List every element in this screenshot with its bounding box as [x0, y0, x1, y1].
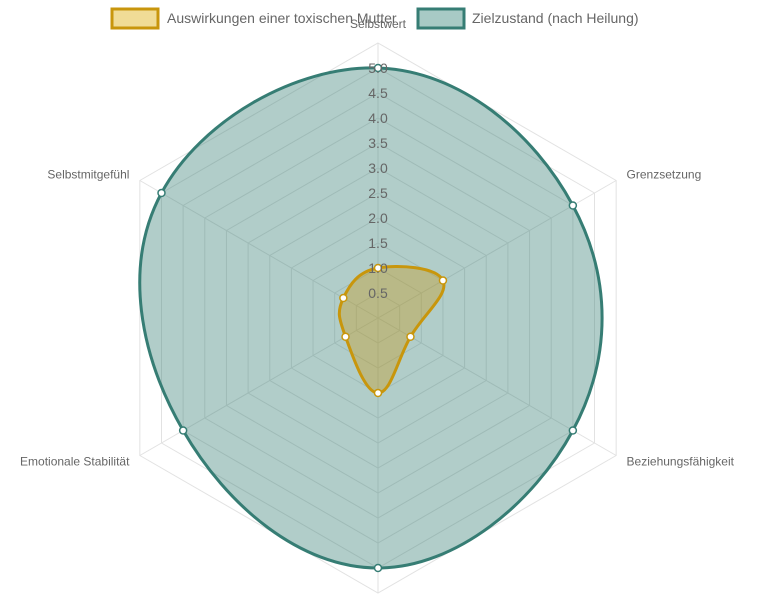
legend-swatch-series-2	[416, 7, 466, 30]
data-point-series-1-3[interactable]	[406, 332, 415, 341]
legend-item-series-2[interactable]: Zielzustand (nach Heilung)	[416, 7, 639, 30]
axis-labels: Selbstwert Grenzsetzung Beziehungsfähigkei…	[20, 17, 735, 469]
radial-tick-label: 4.5	[368, 85, 388, 101]
data-point-series-1-2[interactable]	[438, 276, 448, 285]
radial-tick-label: 3.5	[368, 135, 388, 151]
axis-label-3: Beziehungsfähigkeit	[627, 455, 735, 469]
data-point-series-1-6[interactable]	[339, 293, 348, 303]
legend-label-series-2: Zielzustand (nach Heilung)	[472, 10, 639, 26]
radial-tick-label: 2.0	[368, 210, 388, 226]
radial-tick-label: 1.5	[368, 235, 388, 251]
legend: Auswirkungen einer toxischen Mutter Ziel…	[110, 7, 639, 30]
data-point-series-1-5[interactable]	[341, 332, 350, 341]
radial-tick-label: 4.0	[368, 110, 388, 126]
axis-label-1: Selbstwert	[350, 17, 407, 31]
radial-tick-label: 1.0	[368, 260, 388, 276]
data-point-series-1-1[interactable]	[373, 263, 383, 273]
radar-series	[138, 63, 604, 573]
legend-item-series-1[interactable]: Auswirkungen einer toxischen Mutter	[110, 7, 397, 30]
axis-label-6: Selbstmitgefühl	[47, 168, 129, 182]
radial-tick-label: 2.5	[368, 185, 388, 201]
data-point-series-2-4[interactable]	[373, 563, 383, 573]
axis-label-5: Emotionale Stabilität	[20, 455, 130, 469]
radial-tick-label: 0.5	[368, 285, 388, 301]
data-point-series-2-2[interactable]	[568, 201, 578, 210]
radial-tick-labels: 0.5 1.0 1.5 2.0 2.5 3.0 3.5 4.0 4.5 5.0	[368, 60, 388, 301]
data-point-series-2-1[interactable]	[373, 63, 383, 73]
data-point-series-2-5[interactable]	[178, 426, 188, 435]
radial-tick-label: 3.0	[368, 160, 388, 176]
data-point-series-2-3[interactable]	[568, 426, 578, 435]
data-point-series-2-6[interactable]	[157, 188, 166, 198]
legend-swatch-series-1	[110, 7, 160, 30]
axis-label-2: Grenzsetzung	[627, 168, 702, 182]
grid-spoke	[139, 180, 379, 319]
radial-tick-label: 5.0	[368, 60, 388, 76]
data-point-series-1-4[interactable]	[373, 388, 383, 398]
legend-label-series-1: Auswirkungen einer toxischen Mutter	[167, 10, 397, 26]
